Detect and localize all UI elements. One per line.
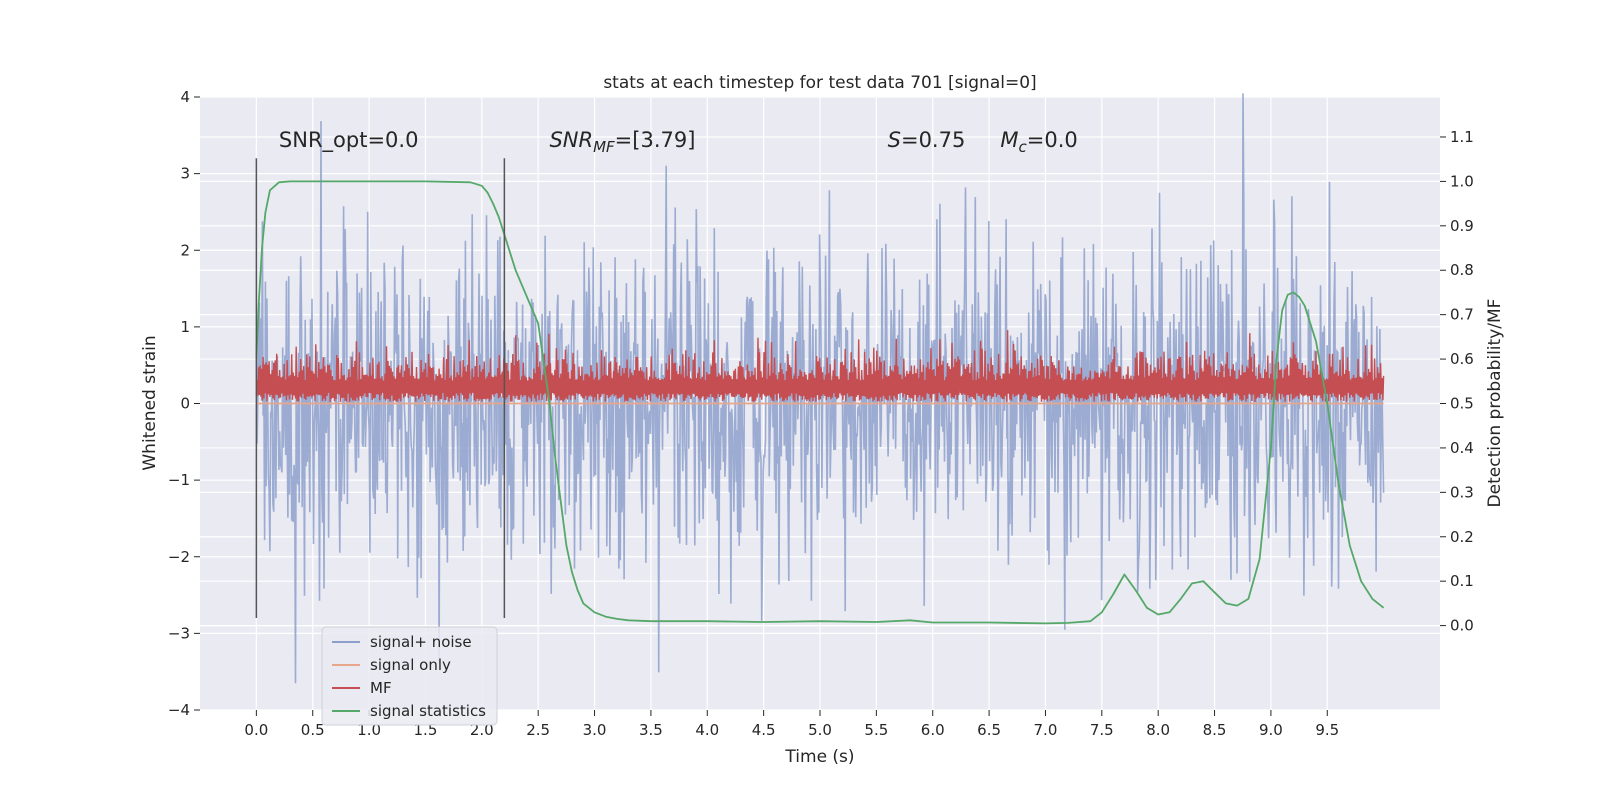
y2-axis-label: Detection probability/MF (1485, 299, 1505, 508)
y2-tick-label: 0.6 (1450, 350, 1474, 368)
x-tick-label: 0.0 (244, 721, 268, 739)
y2-tick-label: 0.9 (1450, 217, 1474, 235)
y2-tick-label: 0.5 (1450, 395, 1474, 413)
series-signal-statistics-line (255, 180, 1385, 625)
annotations: SNR_opt=0.0 SNRMF=[3.79] S=0.75 Mc=0.0 (279, 128, 1078, 156)
vertical-markers (255, 158, 506, 619)
legend-box (321, 626, 498, 726)
legend-label: signal statistics (370, 702, 486, 720)
legend-label: signal only (370, 656, 451, 674)
legend: signal+ noise signal only MF signal statist… (321, 626, 498, 726)
x-tick-label: 4.5 (752, 721, 776, 739)
x-tick-label: 8.0 (1146, 721, 1170, 739)
y2-tick-label: 0.1 (1450, 572, 1474, 590)
legend-label: signal+ noise (370, 633, 472, 651)
x-tick-label: 5.5 (864, 721, 888, 739)
y-tick-label: 3 (180, 165, 190, 183)
y2-tick-label: 1.1 (1450, 128, 1474, 146)
y2-tick-label: 0.3 (1450, 483, 1474, 501)
y2-tick-label: 1.0 (1450, 172, 1474, 190)
x-tick-label: 9.0 (1259, 721, 1283, 739)
y-tick-label: 0 (180, 395, 190, 413)
legend-label: MF (370, 679, 392, 697)
x-tick-label: 3.5 (639, 721, 663, 739)
x-tick-label: 5.0 (808, 721, 832, 739)
y2-tick-label: 0.8 (1450, 261, 1474, 279)
annotation-mc-value: Mc=0.0 (1000, 128, 1077, 156)
x-tick-label: 7.0 (1034, 721, 1058, 739)
y-axis-label: Whitened strain (140, 335, 160, 470)
chart-title: stats at each timestep for test data 701… (603, 73, 1036, 93)
x-tick-label: 7.5 (1090, 721, 1114, 739)
x-tick-label: 4.0 (695, 721, 719, 739)
x-tick-label: 9.5 (1315, 721, 1339, 739)
y-tick-label: 1 (180, 318, 190, 336)
y-tick-label: −2 (168, 548, 190, 566)
y-tick-label: −4 (168, 701, 190, 719)
y-tick-label: 2 (180, 241, 190, 259)
y2-tick-label: 0.0 (1450, 617, 1474, 635)
annotation-snr-mf: SNRMF=[3.79] (549, 128, 695, 156)
annotation-snr-opt: SNR_opt=0.0 (279, 128, 419, 153)
x-axis-label: Time (s) (784, 747, 854, 767)
y2-tick-label: 0.7 (1450, 306, 1474, 324)
series-mf-line (255, 330, 1385, 403)
x-tick-label: 3.0 (583, 721, 607, 739)
annotation-s-value: S=0.75 (888, 128, 966, 152)
y-tick-label: −1 (168, 471, 190, 489)
x-tick-label: 6.5 (977, 721, 1001, 739)
x-tick-label: 2.5 (526, 721, 550, 739)
y-tick-label: 4 (180, 88, 190, 106)
y2-tick-label: 0.2 (1450, 528, 1474, 546)
x-tick-label: 0.5 (301, 721, 325, 739)
y-tick-label: −3 (168, 624, 190, 642)
x-tick-label: 6.0 (921, 721, 945, 739)
y2-tick-label: 0.4 (1450, 439, 1474, 457)
series-layer (255, 93, 1385, 684)
x-tick-label: 8.5 (1203, 721, 1227, 739)
